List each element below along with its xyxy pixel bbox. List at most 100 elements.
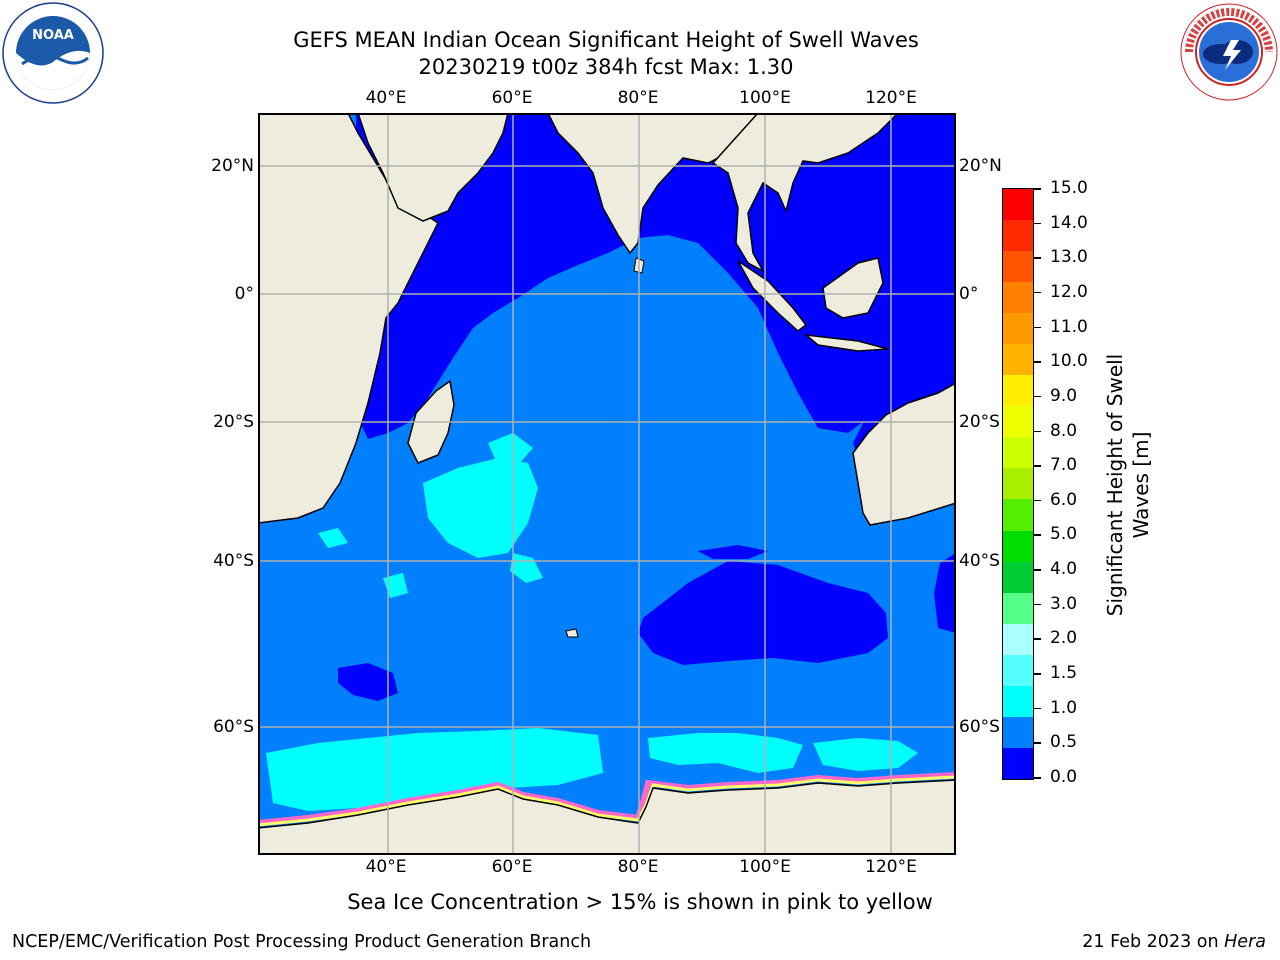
- footer-credit: NCEP/EMC/Verification Post Processing Pr…: [12, 932, 592, 952]
- colorbar-swatch: [1003, 375, 1033, 407]
- sea-ice-edge-inner: [260, 775, 954, 827]
- colorbar-swatch: [1003, 685, 1033, 717]
- colorbar-tick-mark: [1034, 777, 1041, 779]
- map-title: GEFS MEAN Indian Ocean Significant Heigh…: [293, 28, 919, 52]
- map-frame: [258, 113, 956, 855]
- sea-ice-note: Sea Ice Concentration > 15% is shown in …: [347, 890, 933, 914]
- australia: [852, 383, 954, 526]
- colorbar-tick-label: 8.0: [1050, 420, 1078, 441]
- low-swell-west-small: [338, 663, 398, 701]
- java: [803, 333, 889, 352]
- footer-date-text: 21 Feb 2023 on: [1082, 932, 1225, 952]
- lat-tick-right: 60°S: [959, 717, 1000, 737]
- low-swell-north: [356, 115, 954, 439]
- borneo: [822, 257, 884, 319]
- colorbar-tick-label: 0.0: [1050, 767, 1078, 787]
- colorbar-tick-label: 13.0: [1050, 247, 1088, 268]
- colorbar-tick-mark: [1034, 291, 1041, 294]
- colorbar-tick-label: 5.0: [1050, 524, 1078, 545]
- colorbar-swatch: [1003, 406, 1033, 438]
- colorbar-tick-label: 12.0: [1050, 281, 1088, 302]
- lon-tick-top: 60°E: [491, 88, 533, 108]
- lon-tick-bottom: 80°E: [617, 857, 659, 877]
- colorbar-tick-label: 6.0: [1050, 489, 1078, 510]
- colorbar-tick-mark: [1034, 222, 1041, 225]
- colorbar-tick-mark: [1034, 188, 1041, 190]
- noaa-logo-text: NOAA: [32, 28, 74, 43]
- colorbar-swatch: [1003, 220, 1033, 252]
- colorbar-swatch: [1003, 747, 1033, 779]
- colorbar-swatch: [1003, 251, 1033, 283]
- southeast-asia: [711, 115, 898, 273]
- noaa-logo: NOAA: [2, 2, 104, 104]
- low-swell-south-blob: [638, 561, 888, 665]
- lat-tick-left: 0°: [234, 284, 254, 304]
- colorbar-tick-label: 7.0: [1050, 455, 1078, 476]
- colorbar-tick-mark: [1034, 673, 1041, 675]
- colorbar-tick-label: 2.0: [1050, 628, 1078, 649]
- antarctica: [260, 779, 954, 853]
- lat-tick-left: 20°S: [213, 412, 254, 432]
- colorbar-tick-label: 1.0: [1050, 697, 1078, 718]
- colorbar-tick-mark: [1034, 257, 1041, 259]
- colorbar-tick-mark: [1034, 430, 1041, 433]
- colorbar-tick-label: 3.0: [1050, 593, 1078, 614]
- lat-tick-right: 20°N: [959, 156, 1002, 176]
- colorbar-tick-label: 1.5: [1050, 663, 1078, 684]
- colorbar-swatch: [1003, 716, 1033, 748]
- colorbar-swatch: [1003, 437, 1033, 469]
- colorbar: [1002, 188, 1034, 780]
- lat-tick-left: 20°N: [211, 156, 254, 176]
- colorbar-swatch: [1003, 468, 1033, 500]
- colorbar-tick-mark: [1034, 326, 1041, 329]
- colorbar-tick-mark: [1034, 465, 1041, 467]
- low-swell-south-blob2: [698, 545, 768, 559]
- colorbar-tick-mark: [1034, 534, 1041, 536]
- colorbar-ticks: 15.0 14.0 13.0 12.0 11.0 10.0 9.0 8.0 7.0 6.0 5.0 4…: [1034, 178, 1114, 791]
- colorbar-tick-mark: [1034, 707, 1041, 710]
- colorbar-tick-mark: [1034, 361, 1041, 363]
- lat-tick-right: 0°: [959, 284, 979, 304]
- colorbar-swatch: [1003, 561, 1033, 593]
- colorbar-tick-mark: [1034, 638, 1041, 640]
- colorbar-swatch: [1003, 530, 1033, 562]
- map-gridlines: [260, 115, 954, 853]
- nws-logo: [1179, 2, 1279, 102]
- low-swell-far-east: [934, 554, 954, 633]
- lat-tick-left: 40°S: [213, 551, 254, 571]
- africa: [260, 115, 439, 524]
- colorbar-swatch: [1003, 313, 1033, 345]
- colorbar-tick-mark: [1034, 499, 1041, 502]
- lon-tick-top: 80°E: [617, 88, 659, 108]
- colorbar-swatch: [1003, 623, 1033, 655]
- colorbar-tick-label: 10.0: [1050, 351, 1088, 372]
- colorbar-tick-label: 4.0: [1050, 559, 1078, 580]
- footer-date: 21 Feb 2023 on Hera: [1082, 932, 1266, 952]
- lat-tick-right: 40°S: [959, 551, 1000, 571]
- lon-tick-top: 40°E: [365, 88, 407, 108]
- kerguelen-island: [565, 628, 579, 638]
- colorbar-tick-mark: [1034, 395, 1041, 398]
- colorbar-swatch: [1003, 189, 1033, 221]
- ocean-map: [258, 113, 956, 855]
- lat-tick-right: 20°S: [959, 412, 1000, 432]
- colorbar-swatch: [1003, 282, 1033, 314]
- sumatra: [737, 260, 808, 332]
- lon-tick-bottom: 60°E: [491, 857, 533, 877]
- lon-tick-bottom: 100°E: [739, 857, 791, 877]
- lon-tick-bottom: 120°E: [865, 857, 917, 877]
- colorbar-tick-label: 15.0: [1050, 178, 1088, 198]
- colorbar-swatch: [1003, 654, 1033, 686]
- colorbar-tick-label: 0.5: [1050, 732, 1078, 753]
- lat-tick-left: 60°S: [213, 717, 254, 737]
- colorbar-swatch: [1003, 592, 1033, 624]
- footer-machine: Hera: [1224, 932, 1266, 952]
- lon-tick-bottom: 40°E: [365, 857, 407, 877]
- colorbar-tick-label: 9.0: [1050, 385, 1078, 406]
- colorbar-tick-label: 14.0: [1050, 212, 1088, 233]
- colorbar-tick-label: 11.0: [1050, 316, 1088, 337]
- colorbar-tick-mark: [1034, 569, 1041, 571]
- colorbar-tick-mark: [1034, 603, 1041, 606]
- arabia: [357, 115, 509, 222]
- colorbar-swatch: [1003, 344, 1033, 376]
